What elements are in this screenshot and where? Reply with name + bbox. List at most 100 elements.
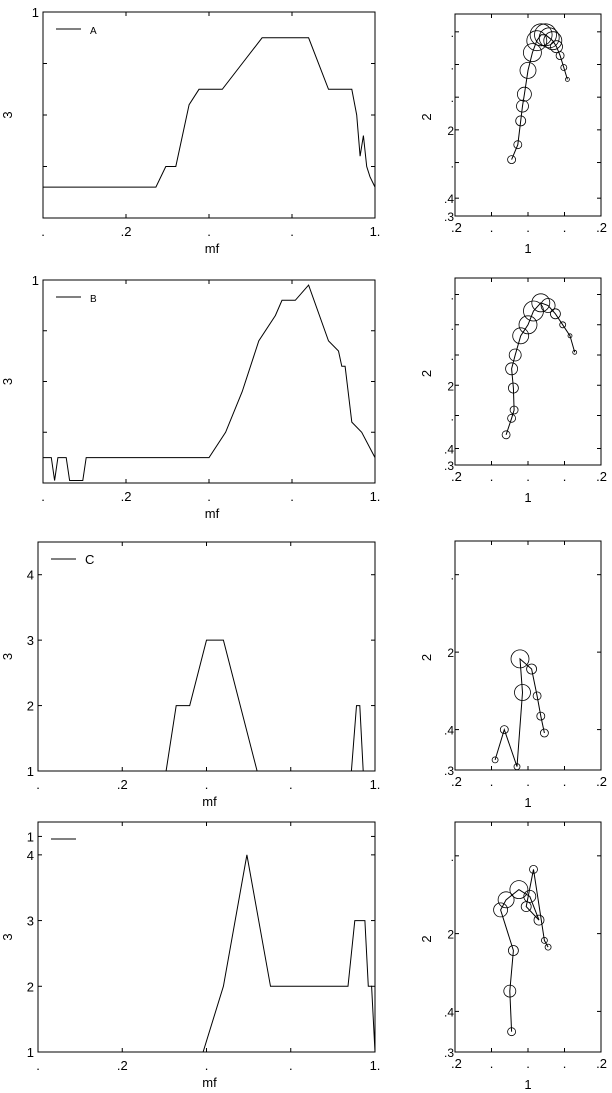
x-axis-label: 1 bbox=[524, 795, 531, 810]
x-axis-label: 1 bbox=[524, 490, 531, 505]
y-tick-label: .3 bbox=[444, 1046, 454, 1060]
plot-frame bbox=[37, 821, 376, 1053]
x-tick-label: . bbox=[526, 469, 530, 484]
trajectory-point bbox=[550, 308, 561, 320]
y-tick-label: 2 bbox=[447, 124, 454, 138]
x-tick-label: .2 bbox=[451, 1056, 462, 1071]
trajectory-point bbox=[507, 155, 517, 165]
y-tick-label: 2 bbox=[447, 646, 454, 660]
trajectory-point bbox=[503, 984, 517, 998]
y-tick-label: 1 bbox=[32, 5, 39, 20]
trajectory-point bbox=[543, 31, 563, 51]
trajectory-point bbox=[499, 725, 509, 734]
legend-label: A bbox=[90, 26, 97, 37]
legend-label: C bbox=[85, 552, 94, 567]
trajectory-line bbox=[500, 869, 549, 1032]
plot-frame bbox=[42, 279, 376, 484]
y-tick-label: 3 bbox=[27, 633, 34, 648]
x-tick-label: 1. bbox=[370, 489, 381, 504]
y-tick-label: . bbox=[451, 289, 454, 303]
line-panel-D: 1 1 2 3 4. .2.. 1. mf 3 bbox=[0, 821, 381, 1090]
x-axis-label: mf bbox=[202, 794, 217, 809]
trajectory-line bbox=[494, 657, 545, 767]
x-tick-label: . bbox=[36, 1058, 40, 1073]
x-tick-label: .2 bbox=[121, 224, 132, 239]
x-tick-label: . bbox=[490, 1056, 494, 1071]
x-tick-label: . bbox=[207, 224, 211, 239]
trajectory-point bbox=[518, 315, 538, 335]
x-tick-label: .2 bbox=[451, 469, 462, 484]
y-tick-label: .3 bbox=[444, 459, 454, 473]
trajectory-point bbox=[560, 64, 568, 71]
trajectory-point bbox=[559, 321, 567, 329]
trajectory-point bbox=[519, 62, 537, 79]
x-tick-label: . bbox=[205, 777, 209, 792]
x-tick-label: . bbox=[289, 1058, 293, 1073]
trajectory-point bbox=[520, 901, 532, 912]
y-tick-label: 1 bbox=[27, 1045, 34, 1060]
y-tick-label: . bbox=[451, 850, 454, 864]
x-tick-label: . bbox=[290, 489, 294, 504]
x-tick-label: . bbox=[490, 774, 494, 789]
y-tick-label: 2 bbox=[27, 979, 34, 994]
x-tick-label: . bbox=[289, 777, 293, 792]
y-tick-label: . bbox=[451, 59, 454, 73]
line-panel-A: 1. .2.. 1. mf 3 A bbox=[0, 5, 380, 256]
trajectory-point bbox=[544, 943, 552, 951]
y-tick-label: . bbox=[451, 569, 454, 583]
y-tick-label: 4 bbox=[27, 848, 34, 863]
trajectory-point bbox=[514, 684, 531, 701]
x-tick-label: . bbox=[526, 774, 530, 789]
trajectory-point bbox=[516, 99, 529, 113]
trajectory-point bbox=[540, 728, 549, 738]
y-tick-label: 2 bbox=[447, 928, 454, 942]
trajectory-point bbox=[501, 430, 511, 440]
x-axis-label: 1 bbox=[524, 241, 531, 256]
trajectory-point bbox=[493, 902, 509, 918]
x-tick-label: . bbox=[526, 220, 530, 235]
y-tick-label: .4 bbox=[444, 443, 454, 457]
trajectory-point bbox=[505, 362, 519, 376]
x-tick-label: 1. bbox=[370, 1058, 381, 1073]
x-tick-label: . bbox=[41, 489, 45, 504]
x-tick-label: . bbox=[290, 224, 294, 239]
y-axis-label: 3 bbox=[0, 378, 15, 385]
trajectory-point bbox=[508, 945, 519, 956]
trajectory-point bbox=[526, 30, 548, 52]
x-tick-label: .2 bbox=[117, 1058, 128, 1073]
x-tick-label: . bbox=[563, 220, 567, 235]
data-line bbox=[43, 284, 376, 481]
trajectory-point bbox=[491, 756, 499, 764]
x-tick-label: . bbox=[207, 489, 211, 504]
trajectory-point bbox=[533, 914, 545, 926]
x-tick-label: . bbox=[490, 220, 494, 235]
y-tick-label: 2 bbox=[27, 699, 34, 714]
y-tick-label: .3 bbox=[444, 764, 454, 778]
x-tick-label: . bbox=[36, 777, 40, 792]
x-axis-label: mf bbox=[205, 241, 220, 256]
y-tick-label: . bbox=[451, 91, 454, 105]
trajectory-point bbox=[532, 691, 542, 701]
x-tick-label: . bbox=[526, 1056, 530, 1071]
y-tick-label: .4 bbox=[444, 724, 454, 738]
trajectory-point bbox=[507, 413, 517, 423]
y-tick-label: . bbox=[451, 26, 454, 40]
trajectory-point bbox=[512, 327, 530, 345]
x-tick-label: . bbox=[205, 1058, 209, 1073]
trajectory-point bbox=[523, 43, 542, 62]
trajectory-point bbox=[509, 880, 529, 899]
trajectory-point bbox=[541, 937, 548, 944]
trajectory-point bbox=[515, 115, 527, 127]
trajectory-point bbox=[567, 333, 573, 339]
x-tick-label: .2 bbox=[596, 220, 607, 235]
x-tick-label: . bbox=[563, 774, 567, 789]
trajectory-point bbox=[508, 348, 522, 362]
y-axis-label: 2 bbox=[419, 113, 434, 120]
x-tick-label: 1. bbox=[370, 224, 381, 239]
x-tick-label: .2 bbox=[121, 489, 132, 504]
x-tick-label: .2 bbox=[117, 777, 128, 792]
y-tick-label: 2 bbox=[447, 379, 454, 393]
x-tick-label: .2 bbox=[596, 774, 607, 789]
y-axis-label: 2 bbox=[419, 654, 434, 661]
